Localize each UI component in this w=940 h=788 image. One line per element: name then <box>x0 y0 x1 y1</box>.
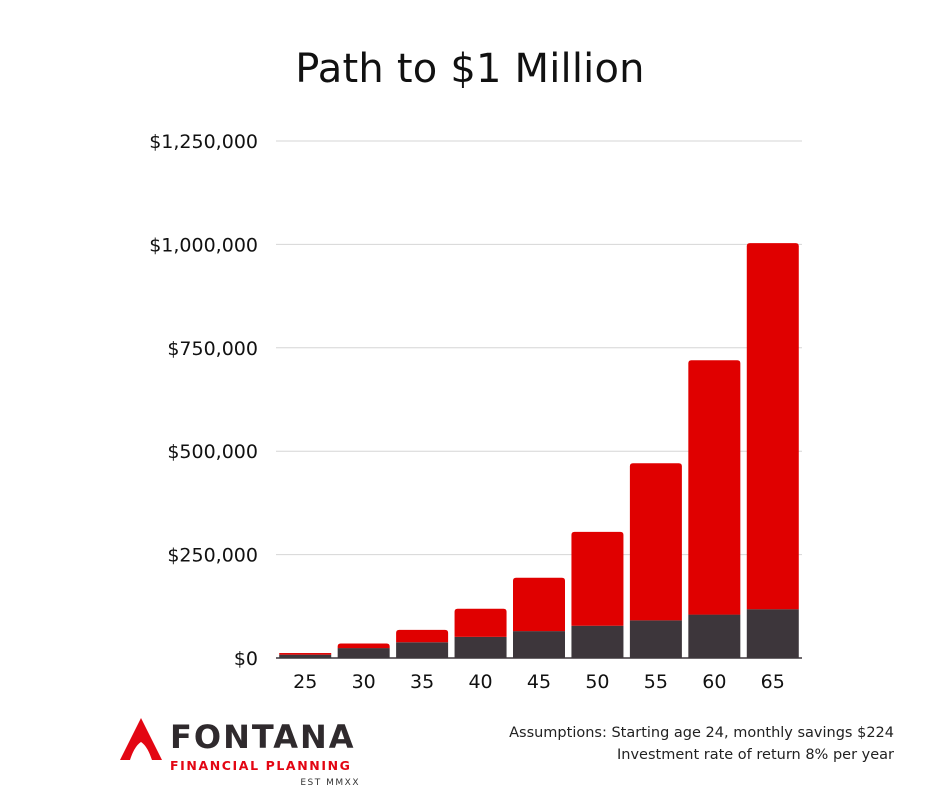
x-tick-label: 40 <box>468 671 492 693</box>
bar-segment-growth <box>279 653 332 655</box>
bar-chart: $0 $250,000 $500,000 $750,000 $1,000,000 $1,2… <box>149 131 802 693</box>
bar-segment-base <box>396 642 449 658</box>
y-tick-label: $750,000 <box>167 338 258 360</box>
bar-segment-growth <box>688 360 741 615</box>
y-tick-label: $1,000,000 <box>149 234 258 256</box>
x-tick-label: 25 <box>293 671 317 693</box>
bar-segment-base <box>571 625 624 658</box>
y-tick-label: $250,000 <box>167 545 258 567</box>
bar-segment-base <box>337 648 390 658</box>
fontana-mark-icon <box>120 718 162 760</box>
bar-segment-growth <box>454 608 507 637</box>
assumptions-note: Assumptions: Starting age 24, monthly sa… <box>509 722 894 766</box>
bar-segment-growth <box>337 643 390 649</box>
bar-segment-growth <box>629 463 682 621</box>
assumptions-line-1: Assumptions: Starting age 24, monthly sa… <box>509 725 894 741</box>
assumptions-line-2: Investment rate of return 8% per year <box>617 747 894 763</box>
brand-name: FONTANA <box>170 718 356 756</box>
y-tick-label: $1,250,000 <box>149 131 258 153</box>
bar-segment-growth <box>571 531 624 626</box>
x-tick-label: 35 <box>410 671 434 693</box>
bar-segment-base <box>688 614 741 658</box>
x-tick-label: 30 <box>352 671 376 693</box>
x-tick-label: 60 <box>702 671 726 693</box>
company-logo: FONTANA FINANCIAL PLANNING EST MMXX <box>118 716 368 788</box>
bar-segment-growth <box>396 629 449 643</box>
bar-segment-base <box>513 631 565 658</box>
chart-title: Path to $1 Million <box>295 46 645 92</box>
x-tick-label: 65 <box>761 671 785 693</box>
brand-established: EST MMXX <box>300 778 360 788</box>
bar-segment-base <box>279 654 332 658</box>
x-tick-label: 45 <box>527 671 551 693</box>
y-tick-label: $0 <box>234 648 258 670</box>
x-tick-label: 50 <box>585 671 609 693</box>
x-tick-label: 55 <box>644 671 668 693</box>
bar-segment-base <box>454 636 507 658</box>
bar-segment-growth <box>513 577 565 632</box>
brand-tagline: FINANCIAL PLANNING <box>170 758 352 773</box>
y-tick-label: $500,000 <box>167 441 258 463</box>
bar-segment-base <box>629 620 682 658</box>
bar-segment-growth <box>746 243 799 610</box>
bar-segment-base <box>746 609 799 658</box>
